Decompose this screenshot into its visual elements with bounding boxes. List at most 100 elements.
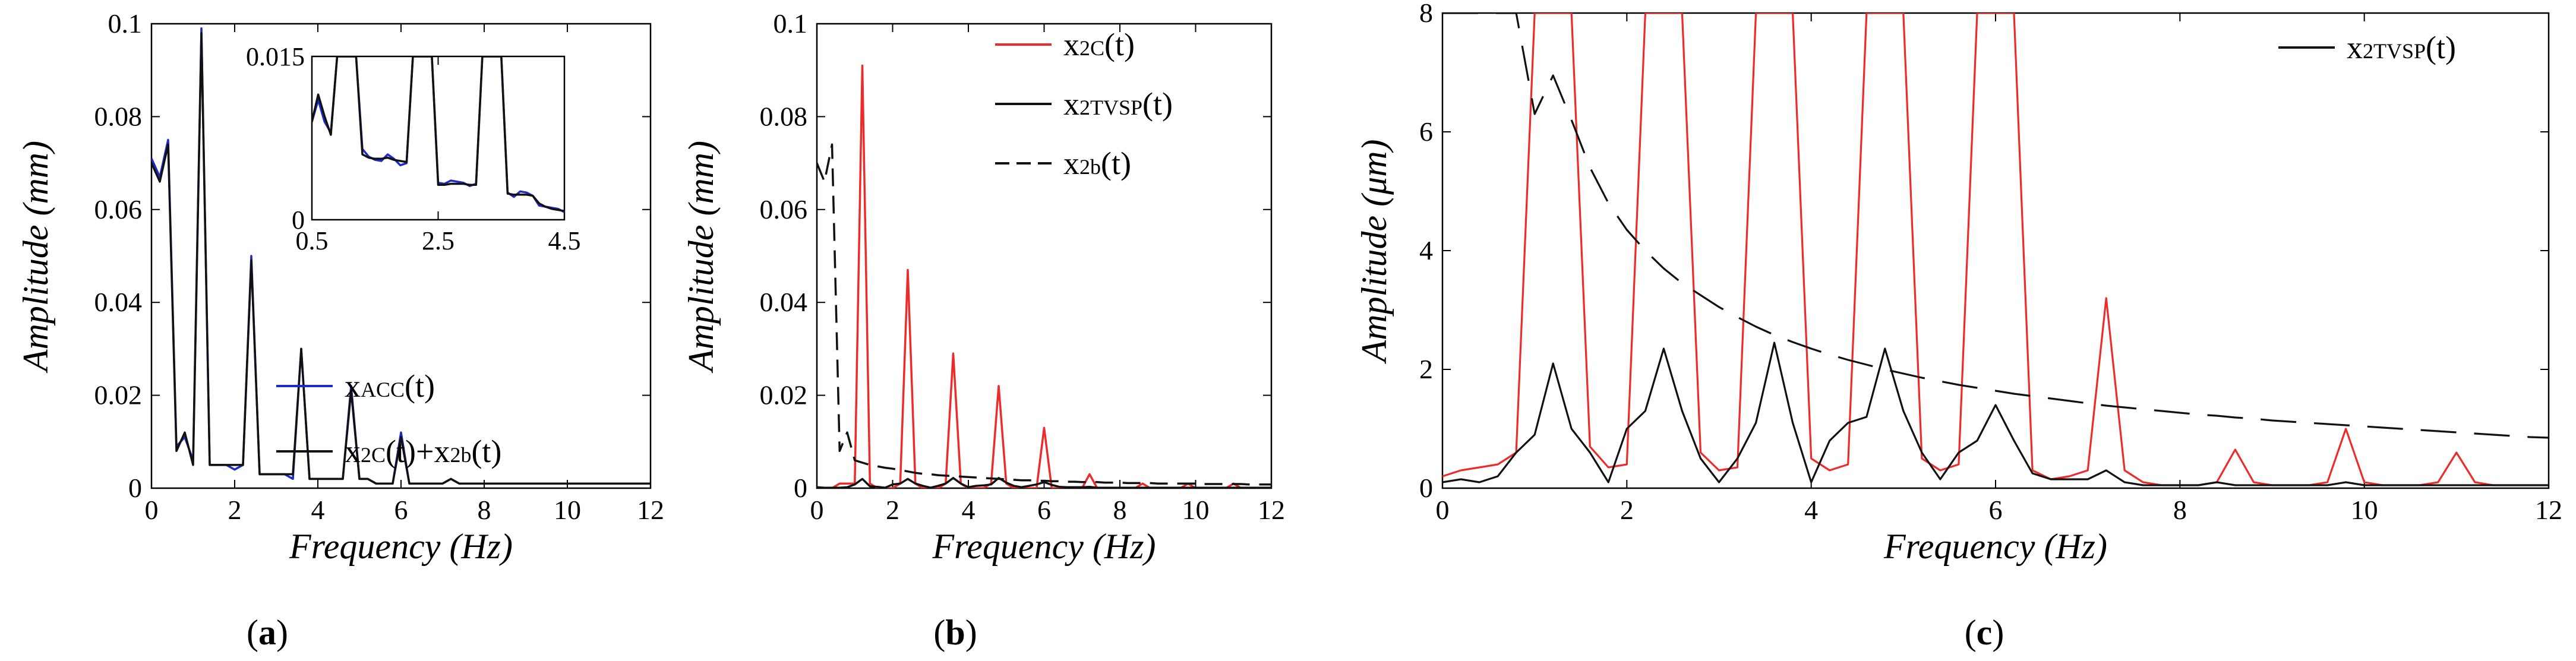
legend-text-part: 2b — [1079, 155, 1101, 179]
x-tick-label: 0 — [1436, 495, 1450, 525]
y-axis-title: Amplitude (mm) — [681, 141, 721, 374]
inset-series-line-1 — [312, 56, 564, 213]
legend-text-part: (t)+x — [386, 434, 450, 469]
legend-entry: xACC(t) — [345, 368, 435, 404]
panel-label-close: ) — [1992, 613, 2004, 652]
x-tick-label: 2 — [886, 495, 899, 525]
legend-text-part: 2C — [1079, 36, 1104, 60]
legend-text-part: (t) — [1101, 146, 1131, 181]
legend-text-part: x — [1063, 27, 1079, 62]
plot-frame — [816, 23, 1273, 489]
panel-label-letter: b — [945, 613, 965, 652]
inset-plot: 0.5 2.5 4.5 0 0.015 — [246, 42, 581, 255]
y-tick-label: 0.02 — [760, 380, 808, 410]
x-tick-label: 4 — [1804, 495, 1818, 525]
legend-text-part: x — [1063, 86, 1079, 122]
x-tick-label: 4 — [962, 495, 976, 525]
legend-text-part: x — [1063, 146, 1079, 181]
x-tick-label: 8 — [478, 495, 491, 525]
legend-text-part: (t) — [1104, 27, 1135, 62]
panel-label-open: ( — [933, 613, 945, 652]
chart-panel-c: 0 2 4 6 8 10 12 0 2 4 6 8 Frequency (Hz) Amplitude (μ… — [1355, 0, 2562, 652]
panel-label-open: ( — [247, 613, 258, 652]
inset-y-tick-label: 0 — [292, 205, 305, 235]
y-tick-label: 0 — [128, 473, 142, 503]
series-line-b-1 — [817, 477, 1271, 488]
legend-text-part: 2TVSP — [2363, 39, 2426, 63]
series-line-c-0 — [1442, 13, 2549, 486]
x-tick-label: 12 — [2535, 495, 2562, 525]
x-tick-label: 0 — [145, 495, 159, 525]
x-tick-label: 0 — [810, 495, 824, 525]
y-tick-label: 8 — [1419, 0, 1433, 28]
x-tick-label: 6 — [1989, 495, 2003, 525]
x-axis-title: Frequency (Hz) — [932, 527, 1156, 566]
panel-label-letter: c — [1977, 613, 1993, 652]
y-tick-label: 6 — [1419, 116, 1433, 147]
legend-text-part: (t) — [1142, 86, 1173, 122]
inset-x-tick-label: 0.5 — [296, 226, 329, 255]
x-tick-label: 6 — [394, 495, 408, 525]
chart-panel-a: 0 2 4 6 8 10 12 0 0.02 0.04 0.06 0.08 0.1 Frequency (… — [16, 8, 664, 652]
legend-text-part: 2C — [361, 443, 386, 467]
legend-text-part: (t) — [405, 368, 435, 404]
x-tick-label: 10 — [1182, 495, 1210, 525]
x-tick-label: 4 — [311, 495, 325, 525]
x-axis-title: Frequency (Hz) — [289, 527, 513, 566]
legend-text-part: x — [345, 368, 361, 404]
legend-entry: x2b(t) — [1063, 146, 1131, 181]
y-tick-label: 0.04 — [94, 287, 143, 317]
series-line-c-2 — [1442, 13, 2549, 439]
legend-text-part: 2TVSP — [1079, 96, 1142, 119]
inset-y-tick-label: 0.015 — [246, 42, 305, 71]
panel-label: (a) — [247, 613, 288, 652]
y-tick-label: 0.08 — [94, 101, 143, 131]
x-tick-label: 8 — [2173, 495, 2187, 525]
series-line-b-2 — [817, 143, 1271, 486]
x-tick-label: 10 — [554, 495, 581, 525]
y-tick-label: 0 — [794, 473, 807, 503]
series-line-b-0 — [817, 64, 1271, 488]
y-tick-label: 0.02 — [94, 380, 143, 410]
plot-frame — [1441, 12, 2550, 489]
panel-label: (c) — [1965, 613, 2004, 652]
series-line-a-1 — [151, 31, 651, 485]
panel-label-open: ( — [1965, 613, 1977, 652]
y-tick-label: 4 — [1419, 235, 1433, 265]
y-tick-label: 0.04 — [760, 287, 808, 317]
x-tick-label: 2 — [228, 495, 242, 525]
legend-entry: x2TVSP(t) — [1063, 86, 1173, 122]
x-tick-label: 8 — [1113, 495, 1127, 525]
legend-entry: x2C(t) — [1063, 27, 1135, 62]
y-tick-label: 0 — [1419, 473, 1433, 503]
legend-text-part: x — [345, 434, 361, 469]
legend-text-part: ACC — [361, 378, 405, 401]
series-line-c-1 — [1442, 341, 2549, 486]
y-tick-label: 0.08 — [760, 101, 808, 131]
panel-label-close: ) — [276, 613, 288, 652]
x-tick-label: 12 — [637, 495, 664, 525]
y-tick-label: 2 — [1419, 354, 1433, 384]
x-tick-label: 2 — [1620, 495, 1634, 525]
legend-text-part: (t) — [471, 434, 501, 469]
x-tick-label: 6 — [1037, 495, 1051, 525]
legend-text-part: 2b — [450, 443, 471, 467]
y-axis-title: Amplitude (mm) — [16, 141, 55, 374]
legend-entry: x2C(t)+x2b(t) — [345, 434, 501, 469]
y-tick-label: 0.06 — [94, 194, 143, 224]
inset-x-tick-label: 2.5 — [422, 226, 454, 255]
y-tick-label: 0.06 — [760, 194, 808, 224]
panel-label: (b) — [933, 613, 977, 652]
y-axis-title: Amplitude (μm) — [1355, 139, 1394, 364]
x-axis-title: Frequency (Hz) — [1883, 527, 2107, 566]
legend-text-part: x — [2347, 30, 2363, 65]
y-tick-label: 0.1 — [108, 8, 143, 39]
y-tick-label: 0.1 — [774, 8, 808, 39]
chart-panel-b: 0 2 4 6 8 10 12 0 0.02 0.04 0.06 0.08 0.1 Frequency (… — [681, 8, 1285, 652]
panel-label-letter: a — [258, 613, 276, 652]
x-tick-label: 12 — [1258, 495, 1285, 525]
panel-label-close: ) — [965, 613, 977, 652]
inset-x-tick-label: 4.5 — [548, 226, 581, 255]
legend-entry: x2TVSP(t) — [2347, 30, 2456, 65]
